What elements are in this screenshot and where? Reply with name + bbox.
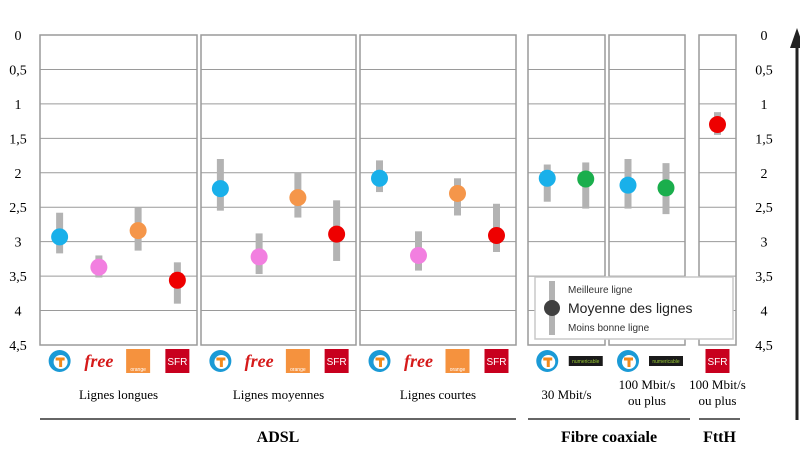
mean-point-free: [410, 246, 427, 264]
panel-label-line: 100 Mbit/s: [619, 377, 676, 392]
panel-5: SFR 100 Mbit/s ou plus: [689, 34, 746, 408]
orange-logo: [126, 349, 151, 373]
mean-point-bouygues: [538, 169, 556, 187]
panel-label: Lignes moyennes: [233, 387, 324, 402]
sfr-logo-text: SFR: [487, 357, 507, 368]
sfr-logo-text: SFR: [708, 357, 728, 368]
y-tick-right: 4,5: [755, 339, 773, 354]
panel-label-line: ou plus: [628, 393, 666, 408]
free-logo: free: [84, 351, 113, 371]
y-tick-left: 2,5: [9, 201, 27, 216]
bouygues-logo-mark: [624, 357, 633, 367]
mean-point-sfr: [488, 226, 505, 244]
legend-best: Meilleure ligne: [568, 285, 633, 296]
mean-point-orange: [129, 222, 147, 240]
panel-label-line: ou plus: [699, 393, 737, 408]
sfr-logo: [165, 349, 190, 373]
y-tick-left: 0,5: [9, 63, 27, 78]
mean-point-bouygues: [211, 180, 229, 198]
sfr-logo: [324, 349, 349, 373]
y-tick-right: 2: [761, 167, 768, 182]
group-label: ADSL: [257, 429, 300, 446]
panel-frame: [698, 34, 737, 346]
y-tick-left: 3,5: [9, 270, 27, 285]
panel-0: free orange SFR Lignes longues: [39, 34, 198, 402]
y-tick-left: 2: [15, 167, 22, 182]
mean-point-bouygues: [619, 176, 637, 194]
numericable-logo-text: numericable: [652, 359, 679, 365]
legend-box: [534, 276, 734, 340]
bouygues-logo-mark: [216, 357, 226, 367]
legend-worst: Moins bonne ligne: [568, 323, 650, 334]
numericable-logo-text: numericable: [572, 359, 599, 365]
y-tick-right: 1: [761, 98, 768, 113]
panel-1: free orange SFR Lignes moyennes: [200, 34, 357, 402]
orange-logo: [445, 349, 470, 373]
panel-label: 100 Mbit/s ou plus: [689, 377, 746, 408]
panel-3: numericable 30 Mbit/s: [527, 34, 606, 402]
y-tick-left: 4,5: [9, 339, 27, 354]
mean-point-bouygues: [51, 228, 69, 246]
orange-logo-text: orange: [450, 367, 466, 373]
panel-frame: [608, 34, 686, 346]
y-tick-right: 1,5: [755, 132, 773, 147]
mean-point-sfr: [328, 225, 346, 243]
bouygues-logo-mark: [55, 357, 65, 367]
panel-frame: [527, 34, 606, 346]
arrow-head-icon: [790, 28, 800, 48]
y-tick-left: 3: [15, 236, 22, 251]
panel-4: numericable 100 Mbit/s ou plus: [608, 34, 686, 408]
mean-point-free: [250, 248, 268, 266]
sfr-logo-text: SFR: [167, 357, 187, 368]
panel-frame: [359, 34, 517, 346]
panel-label-line: 100 Mbit/s: [689, 377, 746, 392]
numericable-logo: [568, 356, 603, 366]
legend: Meilleure ligne Moyenne des lignes Moins b…: [534, 276, 734, 340]
panel-label: 100 Mbit/s ou plus: [619, 377, 676, 408]
bouygues-logo-mark: [375, 357, 385, 367]
sfr-logo: [484, 349, 509, 373]
mean-point-free: [90, 258, 108, 276]
free-logo: free: [404, 351, 433, 371]
mean-point-numericable: [657, 179, 675, 197]
mean-point-bouygues: [371, 169, 388, 187]
sfr-logo: [705, 349, 730, 373]
mean-point-orange: [449, 184, 466, 202]
panel-label: Lignes courtes: [400, 387, 476, 402]
y-tick-left: 4: [15, 305, 22, 320]
sfr-logo-text: SFR: [327, 357, 347, 368]
y-tick-right: 4: [761, 305, 768, 320]
legend-mean-point: [544, 300, 560, 316]
mean-point-sfr: [168, 271, 186, 289]
panel-label: Lignes longues: [79, 387, 158, 402]
group-label: Fibre coaxiale: [561, 429, 657, 446]
mean-point-numericable: [577, 170, 595, 188]
numericable-logo: [649, 356, 683, 366]
panel-frame: [200, 34, 357, 346]
panel-label: 30 Mbit/s: [541, 387, 591, 402]
panel-frame: [39, 34, 198, 346]
y-tick-left: 1,5: [9, 132, 27, 147]
group-label: FttH: [703, 429, 736, 446]
orange-logo-text: orange: [290, 367, 306, 373]
mean-point-orange: [289, 189, 307, 207]
legend-mean: Moyenne des lignes: [568, 300, 693, 316]
panel-2: free orange SFR Lignes courtes: [359, 34, 517, 402]
y-tick-right: 0,5: [755, 63, 773, 78]
bouygues-logo-mark: [543, 357, 553, 367]
y-tick-left: 1: [15, 98, 22, 113]
orange-logo: [285, 349, 310, 373]
y-tick-right: 3: [761, 236, 768, 251]
orange-logo-text: orange: [130, 367, 146, 373]
y-tick-left: 0: [15, 29, 22, 44]
mean-point-sfr: [709, 116, 726, 134]
free-logo: free: [245, 351, 274, 371]
y-tick-right: 2,5: [755, 201, 773, 216]
y-tick-right: 3,5: [755, 270, 773, 285]
y-tick-right: 0: [761, 29, 768, 44]
